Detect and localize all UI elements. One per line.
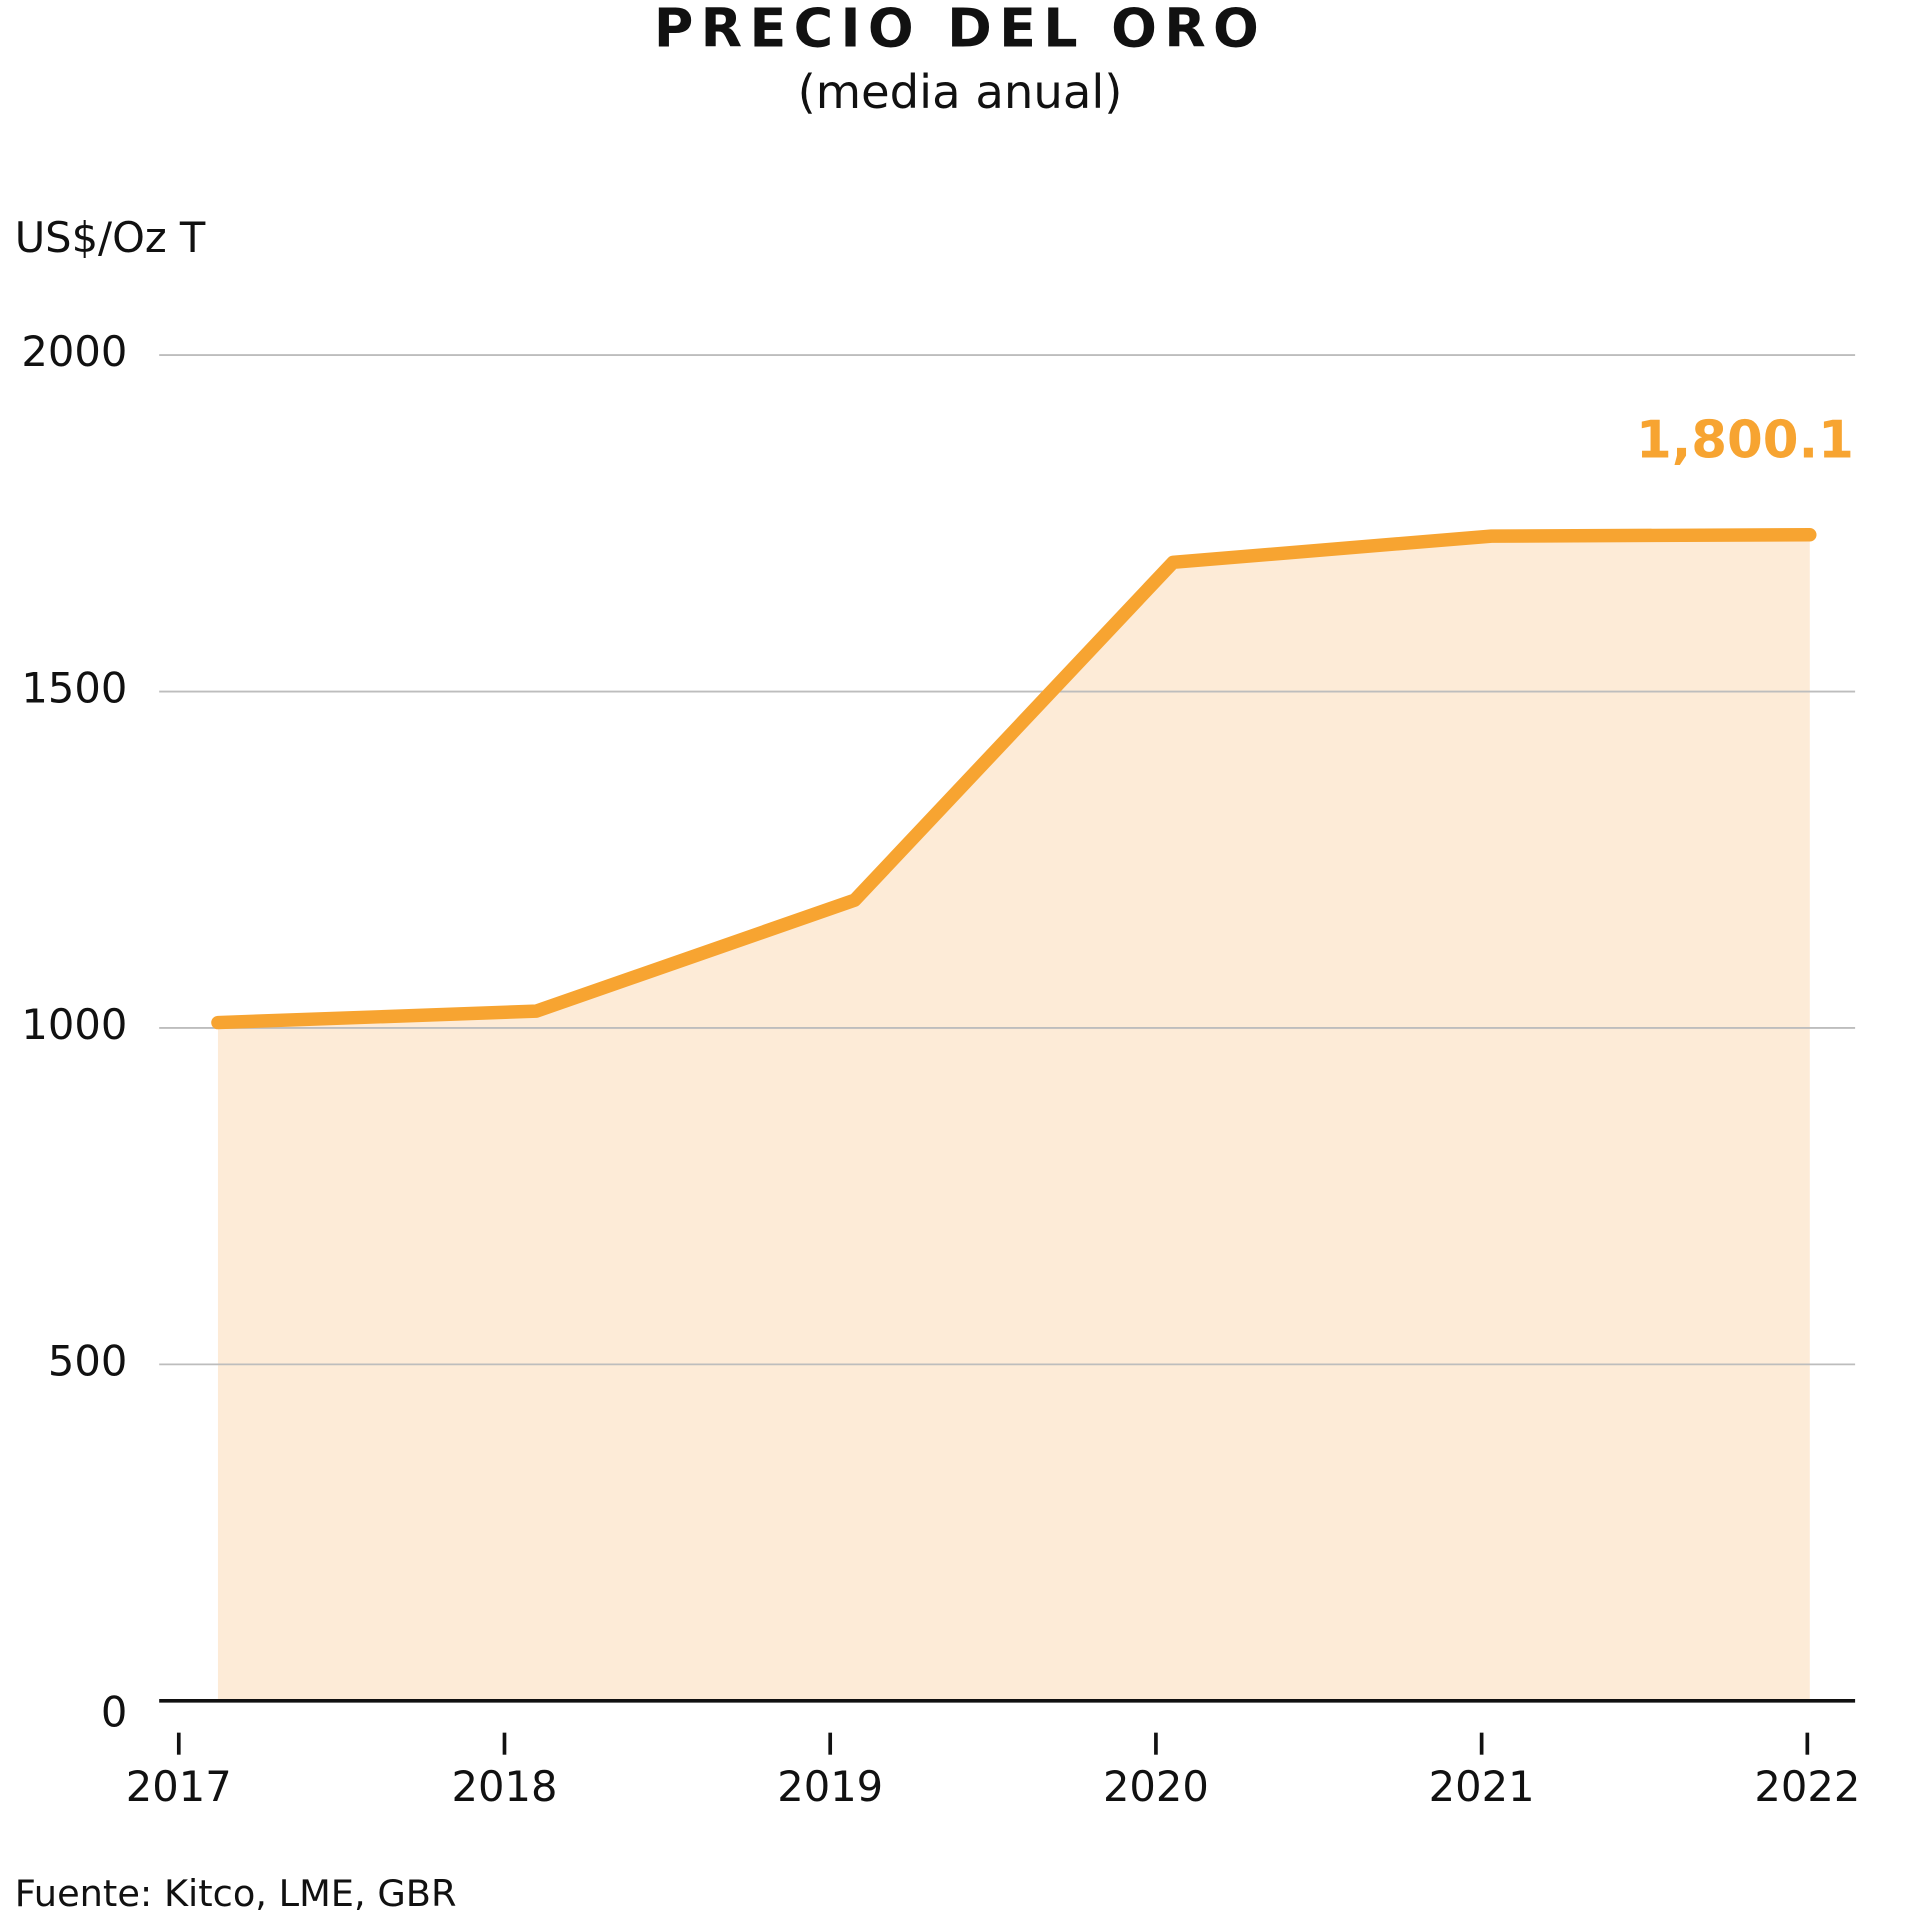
y-tick-label: 0 xyxy=(101,1688,127,1737)
x-tick-label: 2017 xyxy=(126,1762,232,1811)
x-tick-label: 2020 xyxy=(1103,1762,1209,1811)
x-tick-label: 2021 xyxy=(1429,1762,1535,1811)
x-tick-label: 2022 xyxy=(1754,1762,1860,1811)
annotation: 1,800.1 xyxy=(1636,410,1854,470)
line xyxy=(211,528,1817,1030)
source-note: Fuente: Kitco, LME, GBR xyxy=(15,1872,457,1915)
y-tick-label: 500 xyxy=(48,1336,127,1385)
area-fill xyxy=(217,534,1810,1701)
y-tick-label: 1000 xyxy=(21,1000,127,1049)
x-tick-label: 2018 xyxy=(452,1762,558,1811)
y-tick-label: 2000 xyxy=(21,327,127,376)
x-tick-label: 2019 xyxy=(777,1762,883,1811)
chart-subtitle: (media anual) xyxy=(798,65,1123,119)
chart-title: PRECIO DEL ORO xyxy=(654,0,1266,59)
y-tick-label: 1500 xyxy=(21,664,127,713)
y-axis-label: US$/Oz T xyxy=(15,213,206,262)
